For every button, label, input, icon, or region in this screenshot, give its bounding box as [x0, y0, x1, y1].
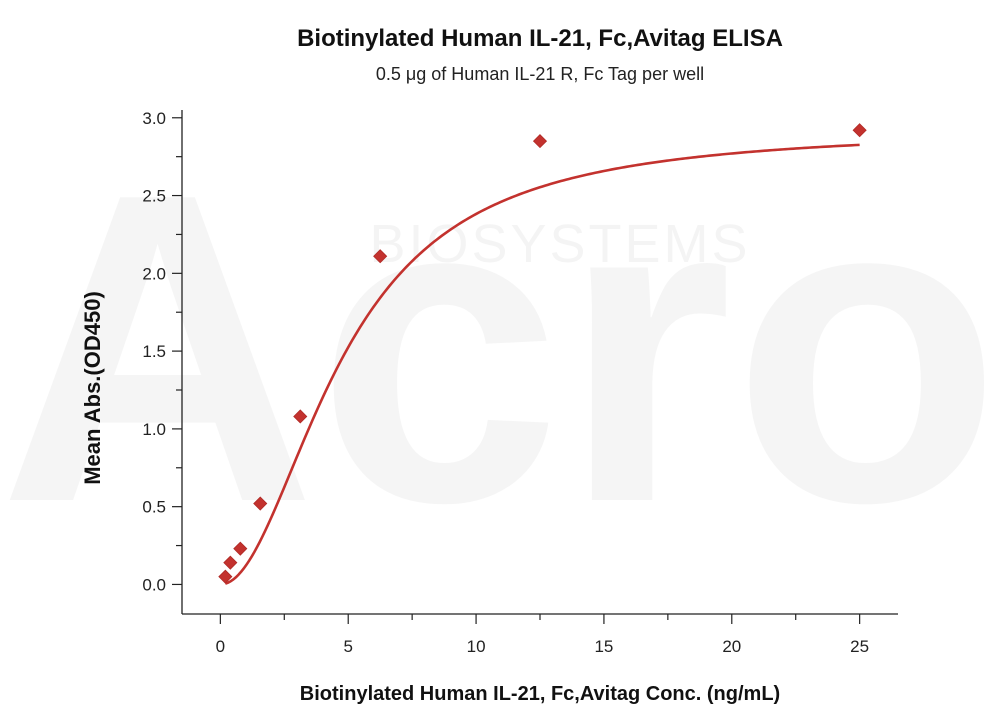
y-tick-label: 2.5 [142, 187, 166, 206]
x-tick-label: 5 [343, 637, 352, 656]
data-point [532, 134, 548, 149]
data-point [373, 249, 388, 264]
data-point [852, 123, 867, 138]
y-tick-label: 1.5 [142, 342, 166, 361]
fit-curve [224, 143, 860, 585]
y-tick-label: 1.0 [142, 420, 166, 439]
x-tick-label: 15 [594, 637, 613, 656]
data-point [223, 555, 238, 570]
data-point [293, 409, 308, 424]
x-tick-label: 10 [467, 637, 486, 656]
x-tick-label: 25 [850, 637, 869, 656]
x-tick-label: 20 [722, 637, 741, 656]
tick-labels: 0 5 10 15 20 25 0.0 0.5 1.0 1.5 2.0 2.5 3.0 [142, 109, 869, 656]
data-points [218, 123, 867, 584]
x-tick-label: 0 [216, 637, 225, 656]
data-point [218, 569, 233, 584]
chart-title: Biotinylated Human IL-21, Fc,Avitag ELIS… [297, 25, 783, 52]
data-point [253, 496, 268, 511]
y-tick-label: 0.5 [142, 498, 166, 517]
data-point [233, 541, 248, 556]
ticks [172, 117, 861, 624]
y-axis-label: Mean Abs.(OD450) [80, 291, 105, 485]
x-axis-label: Biotinylated Human IL-21, Fc,Avitag Conc… [300, 683, 780, 705]
y-tick-label: 2.0 [142, 264, 166, 283]
chart-subtitle: 0.5 μg of Human IL-21 R, Fc Tag per well [376, 64, 704, 84]
y-tick-label: 0.0 [142, 575, 166, 594]
y-tick-label: 3.0 [142, 109, 166, 128]
